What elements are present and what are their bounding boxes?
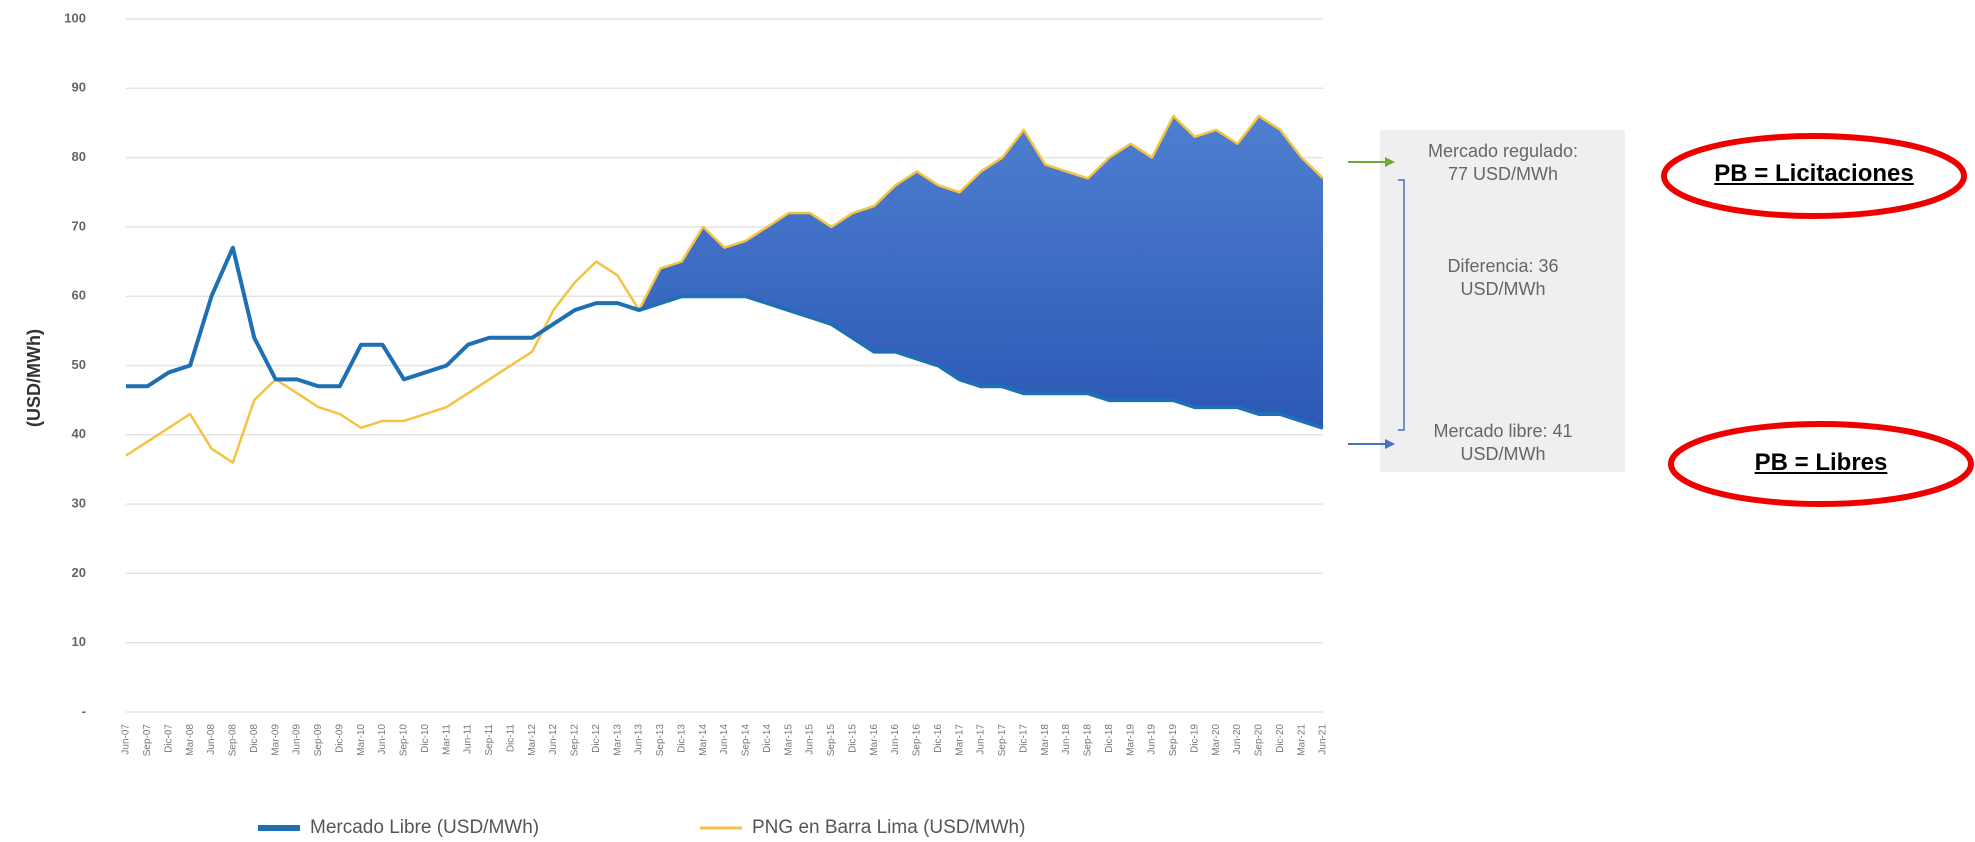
x-tick-label: Jun-13 <box>634 724 645 755</box>
x-tick-label: Dic-11 <box>505 724 516 753</box>
x-tick-label: Jun-16 <box>890 724 901 755</box>
series-line <box>126 245 1324 430</box>
x-tick-label: Mar-11 <box>441 724 452 755</box>
x-tick-label: Sep-14 <box>741 724 752 757</box>
x-tick-label: Jun-12 <box>548 724 559 755</box>
x-tick-label: Mar-12 <box>527 724 538 756</box>
y-tick-label: 30 <box>72 496 86 511</box>
x-tick-label: Jun-21 <box>1318 724 1329 755</box>
x-tick-label: Sep-18 <box>1083 724 1094 757</box>
x-tick-label: Jun-11 <box>463 724 474 754</box>
x-tick-label: Mar-19 <box>1125 724 1136 756</box>
x-tick-label: Jun-15 <box>805 724 816 755</box>
x-tick-label: Dic-13 <box>676 724 687 753</box>
x-tick-label: Mar-15 <box>783 724 794 756</box>
x-tick-label: Dic-09 <box>334 724 345 753</box>
x-tick-label: Sep-10 <box>399 724 410 757</box>
annotation-box <box>1380 130 1625 472</box>
x-tick-label: Sep-11 <box>484 724 495 756</box>
y-tick-label: 80 <box>72 149 86 164</box>
y-tick-label: 100 <box>64 10 86 25</box>
highlight-ellipse <box>1668 421 1974 507</box>
y-tick-label: 40 <box>72 426 86 441</box>
x-tick-label: Sep-09 <box>313 724 324 757</box>
x-tick-label: Sep-15 <box>826 724 837 757</box>
x-tick-label: Jun-10 <box>377 724 388 755</box>
y-tick-label: 60 <box>72 288 86 303</box>
x-tick-label: Jun-08 <box>206 724 217 755</box>
x-tick-label: Dic-14 <box>762 724 773 753</box>
x-tick-label: Mar-17 <box>954 724 965 756</box>
x-tick-label: Dic-18 <box>1104 724 1115 753</box>
x-tick-label: Sep-16 <box>912 724 923 757</box>
y-tick-label: 10 <box>72 634 86 649</box>
x-tick-label: Mar-21 <box>1296 724 1307 756</box>
x-tick-label: Dic-10 <box>420 724 431 753</box>
arrow-head <box>1385 439 1395 449</box>
legend-label: Mercado Libre (USD/MWh) <box>310 817 539 838</box>
annotation-regulado: Mercado regulado: 77 USD/MWh <box>1427 141 1579 184</box>
bracket <box>1398 179 1405 431</box>
y-tick-label: - <box>82 703 86 718</box>
x-tick-label: Sep-20 <box>1254 724 1265 757</box>
x-tick-label: Mar-20 <box>1211 724 1222 756</box>
x-tick-label: Jun-09 <box>292 724 303 755</box>
x-tick-label: Mar-18 <box>1040 724 1051 756</box>
difference-area <box>639 116 1323 428</box>
annotation-diferencia: Diferencia: 36 USD/MWh <box>1447 256 1559 299</box>
x-tick-label: Jun-17 <box>976 724 987 755</box>
legend-label: PNG en Barra Lima (USD/MWh) <box>752 817 1025 838</box>
x-tick-label: Dic-17 <box>1018 724 1029 753</box>
x-tick-label: Jun-19 <box>1147 724 1158 755</box>
annotation-libre: Mercado libre: 41 USD/MWh <box>1433 421 1573 464</box>
x-tick-label: Dic-19 <box>1189 724 1200 753</box>
y-tick-label: 50 <box>72 357 86 372</box>
label-pb-libres: PB = Libres <box>1754 449 1888 476</box>
y-tick-label: 70 <box>72 218 86 233</box>
x-tick-label: Dic-08 <box>249 724 260 753</box>
x-tick-label: Jun-14 <box>719 724 730 755</box>
y-tick-label: 20 <box>72 565 86 580</box>
x-tick-label: Mar-16 <box>869 724 880 756</box>
x-tick-label: Sep-17 <box>997 724 1008 757</box>
x-tick-label: Sep-12 <box>570 724 581 757</box>
x-tick-label: Jun-20 <box>1232 724 1243 755</box>
x-tick-label: Dic-07 <box>163 724 174 753</box>
x-tick-label: Dic-12 <box>591 724 602 753</box>
highlight-ellipse <box>1661 133 1967 219</box>
x-tick-label: Mar-10 <box>356 724 367 756</box>
x-tick-label: Sep-13 <box>655 724 666 757</box>
label-pb-licitaciones: PB = Licitaciones <box>1714 160 1914 187</box>
x-tick-label: Dic-16 <box>933 724 944 753</box>
series-line <box>125 114 1324 464</box>
x-tick-label: Sep-08 <box>228 724 239 757</box>
x-tick-label: Sep-07 <box>142 724 153 757</box>
y-axis-label: (USD/MWh) <box>24 329 44 427</box>
x-tick-label: Mar-08 <box>185 724 196 756</box>
x-tick-label: Mar-13 <box>612 724 623 756</box>
x-tick-label: Jun-18 <box>1061 724 1072 755</box>
x-tick-label: Sep-19 <box>1168 724 1179 757</box>
y-tick-label: 90 <box>72 80 86 95</box>
arrow-head <box>1385 157 1395 167</box>
x-tick-label: Dic-15 <box>847 724 858 753</box>
x-tick-label: Mar-14 <box>698 724 709 756</box>
x-tick-label: Jun-07 <box>121 724 132 755</box>
x-tick-label: Dic-20 <box>1275 724 1286 753</box>
x-tick-label: Mar-09 <box>270 724 281 756</box>
